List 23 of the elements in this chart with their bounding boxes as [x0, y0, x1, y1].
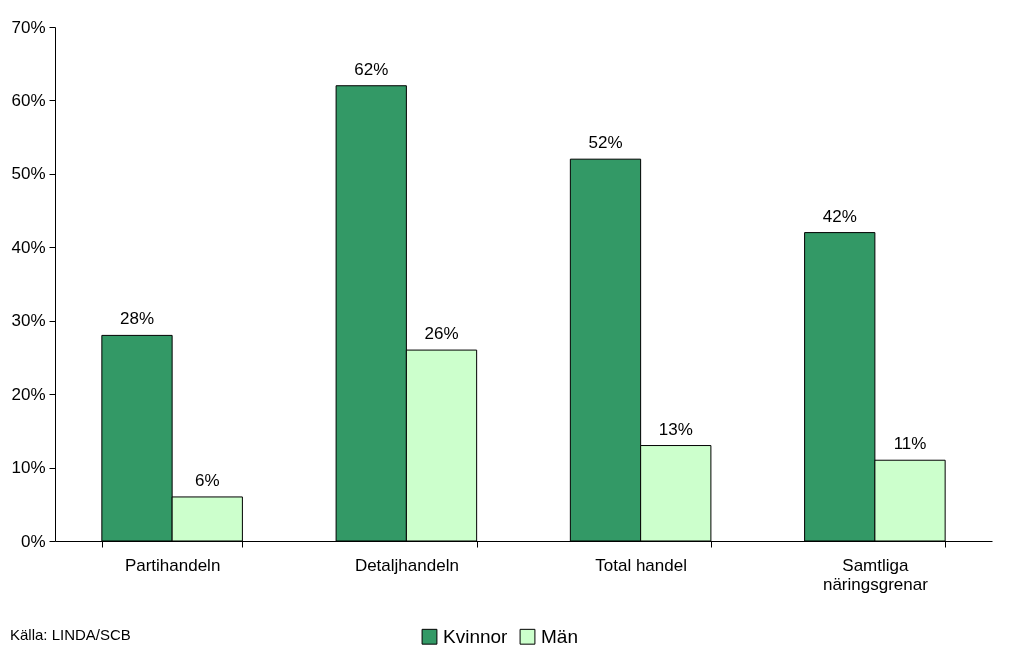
y-tick-label: 20%: [11, 384, 46, 404]
x-tick-label: Detaljhandeln: [354, 555, 459, 575]
data-label: 6%: [194, 470, 220, 490]
x-tick-label: Partihandeln: [124, 555, 221, 575]
data-label: 26%: [424, 324, 459, 344]
y-tick-label: 60%: [11, 90, 46, 110]
data-label: 52%: [588, 133, 623, 153]
data-label: 42%: [822, 206, 857, 226]
text: Källa: LINDA/SCB: [10, 626, 131, 643]
y-tick-label: 0%: [20, 531, 46, 551]
legend-label: Män: [541, 625, 578, 647]
data-label: 28%: [119, 309, 154, 329]
x-tick-label: Samtliga näringsgrenar: [822, 555, 929, 594]
x-tick-label: Total handel: [595, 555, 687, 575]
data-label: 13%: [658, 419, 693, 439]
data-label: 11%: [893, 434, 927, 454]
y-tick-label: 30%: [11, 311, 46, 331]
y-tick-label: 40%: [11, 237, 46, 257]
y-tick-label: 10%: [11, 458, 46, 478]
y-tick-label: 70%: [11, 17, 46, 37]
legend-label: Kvinnor: [443, 625, 509, 647]
data-label: 62%: [354, 59, 389, 79]
y-tick-label: 50%: [11, 164, 46, 184]
